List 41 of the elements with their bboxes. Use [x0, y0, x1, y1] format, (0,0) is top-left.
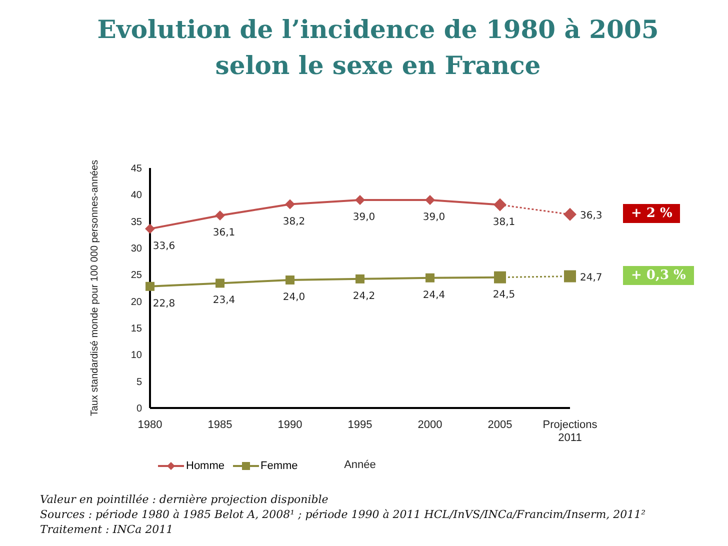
- x-tick-label: 2000: [418, 419, 442, 431]
- text: Valeur en pointillée : dernière projection disponible: [40, 492, 330, 507]
- data-label: 38,1: [492, 216, 516, 228]
- data-label: 39,0: [422, 212, 446, 223]
- y-tick-label: 5: [136, 376, 142, 388]
- y-tick-label: 15: [130, 324, 142, 335]
- text: + 2 %: [623, 204, 680, 223]
- data-label: 33,6: [152, 240, 176, 252]
- y-tick-label: 10: [130, 350, 142, 362]
- x-tick-label: 1980: [138, 419, 162, 431]
- data-label: 36,3: [580, 210, 602, 222]
- data-label: 24,5: [492, 289, 516, 300]
- data-label: 39,0: [352, 212, 376, 223]
- text: Traitement : INCa 2011: [40, 522, 174, 537]
- y-tick-label: 40: [130, 190, 142, 202]
- x-tick-label: 1990: [278, 419, 302, 431]
- text: + 0,3 %: [623, 266, 694, 285]
- data-label: 22,8: [152, 298, 176, 310]
- data-label: 38,2: [282, 216, 306, 228]
- y-tick-label: 45: [130, 164, 142, 175]
- data-label: 24,7: [580, 272, 602, 284]
- data-label: 23,4: [212, 295, 236, 306]
- x-axis-title: Année: [344, 459, 376, 471]
- legend-label: Femme: [260, 460, 298, 472]
- chart-title: Evolution de l’incidence de 1980 à 2005 selon le sexe en France: [96, 14, 660, 82]
- data-label: 24,4: [422, 290, 446, 301]
- data-label: 24,0: [282, 292, 306, 303]
- x-tick-label: 1985: [208, 419, 232, 431]
- legend-label: Homme: [186, 460, 225, 472]
- y-tick-label: 30: [130, 244, 142, 255]
- y-tick-label: 35: [130, 216, 142, 228]
- data-label: 24,2: [352, 290, 376, 302]
- y-tick-label: 20: [130, 296, 142, 308]
- x-tick-label: 2005: [488, 419, 512, 431]
- y-tick-label: 25: [130, 270, 142, 282]
- x-tick-label: Projections 2011: [542, 419, 598, 444]
- data-label: 36,1: [212, 227, 236, 238]
- y-axis-title: Taux standardisé monde pour 100 000 personnes-années: [90, 160, 101, 416]
- source-note: Sources : période 1980 à 1985 Belot A, 2008¹ ; période 1990 à 2011 HCL/InVS/INCa/Francim/Inserm, 2011²: [40, 507, 646, 522]
- x-tick-label: 1995: [348, 419, 372, 431]
- y-tick-label: 0: [136, 404, 142, 415]
